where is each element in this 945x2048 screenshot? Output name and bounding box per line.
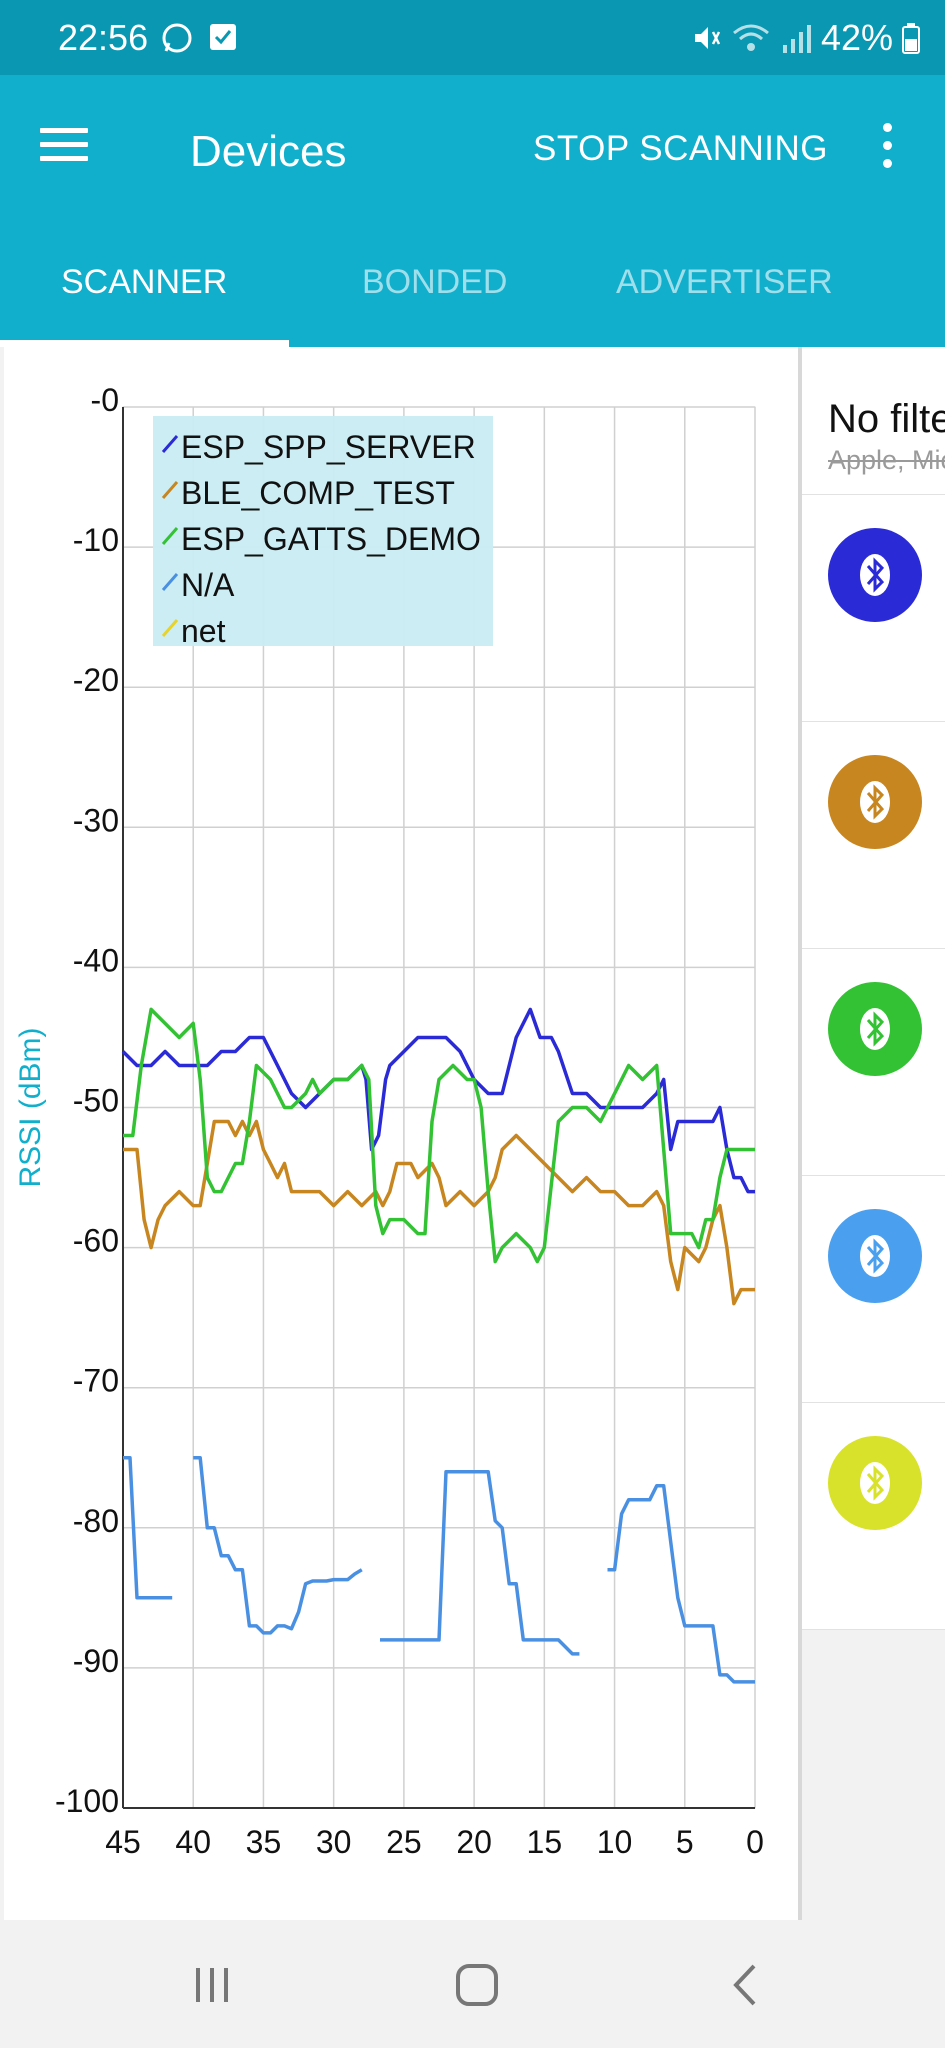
series-line-esp-spp-server: [121, 1007, 755, 1194]
series-line-n-a: [193, 1456, 363, 1635]
y-tick-label: -100: [55, 1783, 119, 1819]
bluetooth-icon: [828, 528, 922, 622]
device-row[interactable]: [802, 722, 945, 949]
y-tick-label: -30: [73, 802, 119, 838]
legend-label: ESP_SPP_SERVER: [181, 429, 476, 465]
series-line-esp-gatts-demo: [123, 1007, 755, 1264]
filter-row[interactable]: No filter Apple, Microsoft: [802, 347, 945, 495]
x-tick-label: 0: [746, 1824, 764, 1860]
legend-label: ESP_GATTS_DEMO: [181, 521, 481, 557]
series-line-n-a: [380, 1470, 580, 1656]
legend-swatch: [161, 619, 179, 637]
series-line-n-a: [607, 1484, 755, 1684]
y-tick-label: -20: [73, 662, 119, 698]
status-time: 22:56: [58, 17, 149, 58]
rssi-chart-panel: -0 -10 -20 -30 -40 -50 -60 -70 -80 -90 -100 45 40 35 3…: [4, 347, 798, 1920]
device-row[interactable]: [802, 949, 945, 1176]
y-axis-label: RSSI (dBm): [14, 1027, 47, 1187]
signal-icon: [782, 25, 811, 53]
device-row[interactable]: [802, 1176, 945, 1403]
y-tick-label: -60: [73, 1223, 119, 1259]
more-options-button[interactable]: [872, 123, 902, 183]
legend-label: net: [181, 613, 226, 649]
filter-subtitle: Apple, Microsoft: [828, 445, 945, 475]
menu-button[interactable]: [40, 119, 110, 179]
x-tick-label: 5: [676, 1824, 694, 1860]
tab-scanner[interactable]: SCANNER: [61, 263, 228, 301]
app-bar: Devices STOP SCANNING SCANNER BONDED ADV…: [0, 75, 945, 347]
rssi-chart[interactable]: -0 -10 -20 -30 -40 -50 -60 -70 -80 -90 -100 45 40 35 3…: [4, 347, 798, 1920]
bluetooth-icon: [828, 1209, 922, 1303]
y-tick-label: -40: [73, 942, 119, 978]
tab-indicator: [0, 340, 289, 347]
x-tick-label: 35: [246, 1824, 282, 1860]
x-tick-label: 45: [105, 1824, 141, 1860]
stop-scanning-button[interactable]: STOP SCANNING: [533, 129, 828, 168]
recent-apps-button[interactable]: [190, 1962, 236, 2008]
whatsapp-icon: [162, 23, 192, 53]
status-bar: 22:56 42%: [0, 0, 945, 75]
x-tick-label: 15: [527, 1824, 563, 1860]
mute-icon: [694, 27, 721, 49]
menu-icon: [40, 128, 88, 133]
x-tick-label: 10: [597, 1824, 633, 1860]
y-tick-label: -50: [73, 1083, 119, 1119]
tab-bonded[interactable]: BONDED: [362, 263, 508, 301]
legend-box: [153, 416, 493, 646]
series-line-n-a: [123, 1456, 173, 1600]
more-vert-icon: [882, 123, 892, 132]
x-tick-label: 25: [386, 1824, 422, 1860]
tab-advertiser[interactable]: ADVERTISER: [616, 263, 833, 301]
legend-swatch: [161, 527, 179, 545]
legend-swatch: [161, 573, 179, 591]
battery-percent: 42%: [820, 17, 893, 58]
back-button[interactable]: [724, 1962, 770, 2008]
device-list-panel: No filter Apple, Microsoft: [802, 347, 945, 1630]
device-row[interactable]: [802, 1403, 945, 1630]
y-tick-label: -80: [73, 1503, 119, 1539]
bluetooth-icon: [828, 1436, 922, 1530]
bluetooth-icon: [828, 755, 922, 849]
y-tick-label: -0: [91, 382, 119, 418]
legend-label: N/A: [181, 567, 235, 603]
series-line-ble-comp-test: [123, 1119, 755, 1306]
y-tick-label: -10: [73, 522, 119, 558]
device-row[interactable]: [802, 495, 945, 722]
checkbox-icon: [210, 24, 236, 50]
page-title: Devices: [190, 127, 347, 176]
legend-swatch: [161, 435, 179, 453]
navigation-bar: [0, 1920, 945, 2048]
legend-swatch: [161, 481, 179, 499]
legend-label: BLE_COMP_TEST: [181, 475, 455, 511]
y-tick-label: -70: [73, 1363, 119, 1399]
filter-title: No filter: [828, 397, 945, 441]
x-tick-label: 30: [316, 1824, 352, 1860]
battery-icon: [902, 23, 920, 54]
status-right: 42%: [689, 17, 921, 59]
bluetooth-icon: [828, 982, 922, 1076]
home-button[interactable]: [454, 1962, 500, 2008]
x-tick-label: 20: [456, 1824, 492, 1860]
y-tick-label: -90: [73, 1643, 119, 1679]
wifi-icon: [732, 24, 769, 51]
panel-divider[interactable]: [798, 347, 802, 1920]
x-tick-label: 40: [175, 1824, 211, 1860]
